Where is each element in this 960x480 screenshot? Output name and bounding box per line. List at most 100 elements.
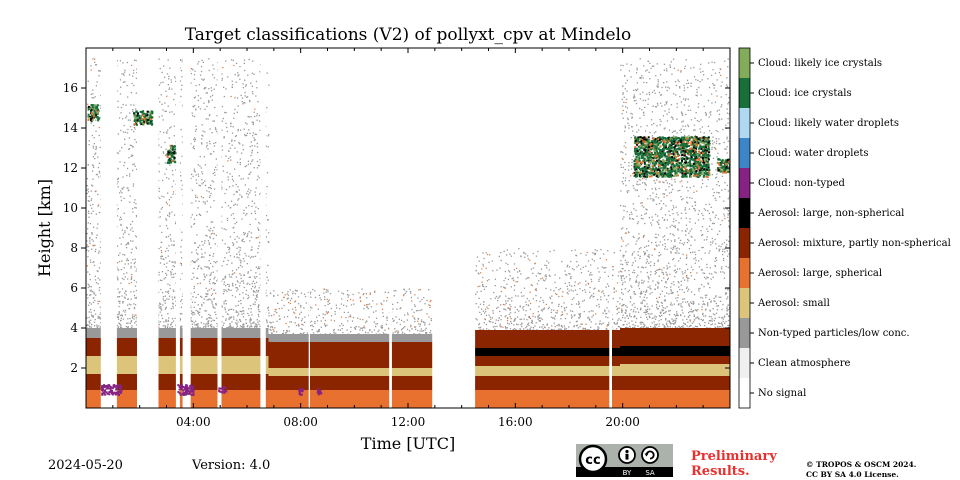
noise-pixel [239,163,241,166]
noise-pixel [547,262,550,264]
noise-pixel [164,277,167,279]
noise-pixel [535,275,537,277]
noise-pixel [659,315,661,318]
noise-pixel [249,101,251,103]
noise-pixel [121,192,123,194]
noise-pixel [619,249,621,252]
noise-pixel [412,315,414,317]
noise-pixel [592,252,594,254]
noise-pixel [677,297,679,299]
noise-pixel [654,270,656,272]
noise-pixel [224,277,227,279]
noise-pixel [714,238,716,241]
noise-pixel [607,250,609,252]
noise-pixel [685,59,687,61]
noise-pixel [213,282,215,284]
noise-pixel [160,146,162,148]
noise-pixel [233,318,235,320]
noise-pixel [87,103,89,105]
noise-pixel [208,196,211,198]
noise-pixel [201,171,203,173]
noise-pixel [401,328,404,330]
noise-pixel [199,165,201,167]
noise-pixel [284,294,286,296]
noise-pixel [633,303,635,305]
noise-pixel [127,326,129,328]
noise-pixel [584,327,587,330]
noise-pixel [236,290,238,292]
noise-pixel [245,255,247,257]
noise-pixel [513,279,515,282]
noise-pixel [193,322,195,324]
noise-pixel [162,119,164,121]
noise-pixel [723,242,726,244]
noise-pixel [357,317,359,319]
noise-pixel [649,62,651,64]
noise-pixel [542,324,544,326]
noise-pixel [210,233,212,235]
noise-pixel [711,222,714,225]
noise-pixel [636,67,638,69]
noise-pixel [123,197,125,199]
noise-pixel [197,277,199,279]
noise-pixel [128,308,130,310]
noise-pixel [256,160,259,163]
noise-pixel [266,276,268,278]
noise-pixel [643,206,645,208]
noise-pixel [173,240,175,242]
noise-pixel [160,82,162,84]
noise-pixel [89,290,91,292]
noise-pixel [135,297,137,299]
noise-pixel [252,60,254,62]
noise-pixel [728,324,730,327]
noise-pixel [494,322,497,324]
noise-pixel [216,130,218,133]
noise-pixel [702,218,705,220]
noise-pixel [476,291,478,293]
noise-pixel [203,279,205,281]
noise-pixel [529,317,531,320]
noise-pixel [90,261,92,263]
noise-pixel [722,128,724,131]
noise-pixel [278,318,281,321]
noise-pixel [255,133,257,136]
noise-pixel [422,321,425,323]
noise-pixel [190,317,192,319]
noise-pixel [320,299,322,301]
noise-pixel [514,318,517,320]
noise-pixel [95,248,97,251]
noise-pixel [628,124,630,126]
noise-pixel [722,257,725,260]
noise-pixel [124,314,127,316]
noise-pixel [124,254,126,256]
noise-pixel [231,262,233,264]
noise-pixel [687,190,689,192]
noise-pixel [617,319,619,321]
noise-pixel [231,132,234,134]
noise-pixel [216,325,218,327]
noise-pixel [375,323,377,325]
noise-pixel [193,285,195,288]
noise-pixel [292,291,294,293]
noise-pixel [601,291,603,293]
noise-pixel [131,316,134,318]
noise-pixel [127,318,129,320]
noise-pixel [241,195,243,198]
noise-pixel [480,313,482,315]
noise-pixel [165,291,167,293]
noise-pixel [209,186,211,189]
noise-pixel [638,179,640,181]
noise-pixel [523,251,525,254]
noise-pixel [681,113,683,115]
noise-pixel [662,323,664,326]
noise-pixel [205,146,208,148]
noise-pixel [208,313,210,316]
noise-pixel [672,259,674,261]
noise-pixel [234,147,236,149]
noise-pixel [699,324,702,326]
noise-pixel [258,315,260,317]
noise-pixel [505,314,507,317]
noise-pixel [479,285,481,287]
noise-pixel [670,247,672,249]
noise-pixel [181,60,184,63]
